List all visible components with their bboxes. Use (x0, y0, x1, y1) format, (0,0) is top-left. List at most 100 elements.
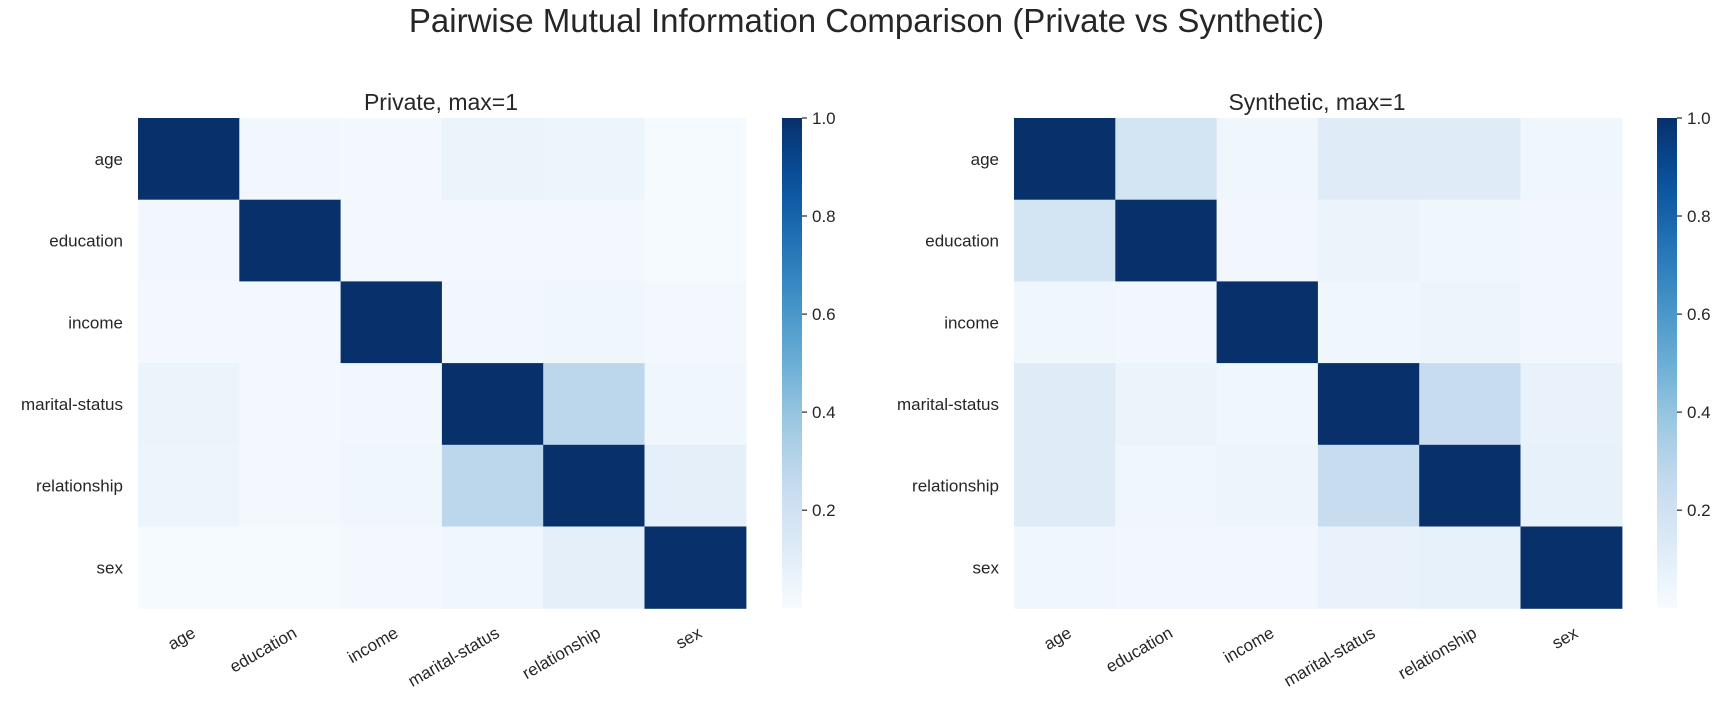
private-cell-income-age (138, 281, 240, 364)
private-cell-income-sex (644, 281, 747, 364)
synthetic-cell-sex-marital-status (1317, 526, 1420, 609)
private-cell-education-relationship (543, 199, 646, 282)
private-cell-education-sex (644, 199, 747, 282)
private-col-label-age: age (165, 623, 199, 654)
synthetic-cell-income-sex (1520, 281, 1623, 364)
private-colorbar: 0.2 0.4 0.6 0.8 1.0 (782, 109, 836, 609)
private-col-labels: age education income marital-status relation… (165, 623, 706, 691)
synthetic-row-label-sex: sex (973, 558, 1000, 577)
synthetic-cell-education-marital-status (1317, 199, 1420, 282)
synthetic-col-label-marital-status: marital-status (1281, 623, 1379, 690)
synthetic-cell-relationship-income (1216, 444, 1319, 528)
private-heatmap-cells (138, 118, 747, 609)
private-col-label-relationship: relationship (519, 623, 604, 683)
private-row-label-sex: sex (97, 558, 124, 577)
private-cell-marital-status-age (138, 363, 240, 446)
synthetic-cell-relationship-education (1115, 444, 1218, 528)
private-cell-relationship-income (340, 444, 443, 528)
private-row-label-education: education (49, 232, 123, 251)
private-heatmap-panel: Private, max=1 ageeducationincomemarital… (21, 89, 836, 691)
private-col-label-income: income (344, 623, 401, 667)
synthetic-cell-marital-status-relationship (1419, 363, 1522, 446)
private-cell-income-education (239, 281, 342, 364)
synthetic-cell-income-marital-status (1317, 281, 1420, 364)
synthetic-cell-relationship-sex (1520, 444, 1623, 528)
synthetic-cell-sex-sex (1520, 526, 1623, 609)
synthetic-cell-education-age (1014, 199, 1116, 282)
synthetic-cell-income-age (1014, 281, 1116, 364)
private-cell-education-marital-status (441, 199, 544, 282)
private-row-label-age: age (95, 150, 123, 169)
private-cell-income-income (340, 281, 443, 364)
private-cell-sex-age (138, 526, 240, 609)
private-cell-age-income (340, 118, 443, 201)
private-cell-education-income (340, 199, 443, 282)
private-colorbar-tick-label: 0.2 (812, 501, 836, 520)
synthetic-cell-age-relationship (1419, 118, 1522, 201)
private-colorbar-tick-label: 0.6 (812, 305, 836, 324)
private-cell-relationship-relationship (543, 444, 646, 528)
synthetic-cell-sex-income (1216, 526, 1319, 609)
synthetic-cell-education-relationship (1419, 199, 1522, 282)
private-cell-relationship-age (138, 444, 240, 528)
private-cell-income-marital-status (441, 281, 544, 364)
private-cell-sex-relationship (543, 526, 646, 609)
synthetic-row-label-age: age (971, 150, 999, 169)
synthetic-cell-education-education (1115, 199, 1218, 282)
synthetic-cell-marital-status-age (1014, 363, 1116, 446)
synthetic-cell-relationship-age (1014, 444, 1116, 528)
synthetic-colorbar-tick-label: 1.0 (1687, 109, 1711, 128)
private-row-label-marital-status: marital-status (21, 395, 123, 414)
private-cell-relationship-marital-status (441, 444, 544, 528)
synthetic-cell-marital-status-sex (1520, 363, 1623, 446)
synthetic-cell-marital-status-marital-status (1317, 363, 1420, 446)
private-cell-marital-status-sex (644, 363, 747, 446)
synthetic-cell-age-marital-status (1317, 118, 1420, 201)
synthetic-row-labels: age education income marital-status relation… (897, 150, 1000, 578)
private-cell-education-age (138, 199, 240, 282)
private-row-labels: age education income marital-status relation… (21, 150, 124, 578)
private-cell-sex-education (239, 526, 342, 609)
synthetic-heatmap-cells (1014, 118, 1623, 609)
private-cell-marital-status-income (340, 363, 443, 446)
synthetic-row-label-income: income (944, 313, 999, 332)
private-cell-age-marital-status (441, 118, 544, 201)
synthetic-col-label-relationship: relationship (1395, 623, 1480, 683)
synthetic-col-labels: age education income marital-status relation… (1041, 623, 1582, 691)
synthetic-colorbar-tick-label: 0.4 (1687, 403, 1711, 422)
private-cell-income-relationship (543, 281, 646, 364)
synthetic-cell-marital-status-education (1115, 363, 1218, 446)
private-col-label-sex: sex (673, 623, 706, 653)
synthetic-colorbar-tick-label: 0.6 (1687, 305, 1711, 324)
private-cell-education-education (239, 199, 342, 282)
synthetic-colorbar: 0.2 0.4 0.6 0.8 1.0 (1657, 109, 1711, 609)
synthetic-cell-age-education (1115, 118, 1218, 201)
synthetic-cell-sex-relationship (1419, 526, 1522, 609)
private-cell-marital-status-relationship (543, 363, 646, 446)
synthetic-cell-income-relationship (1419, 281, 1522, 364)
synthetic-heatmap-panel: Synthetic, max=1 age education income marit… (897, 89, 1711, 691)
synthetic-row-label-relationship: relationship (912, 477, 999, 496)
private-colorbar-tick-label: 0.8 (812, 207, 836, 226)
private-col-label-marital-status: marital-status (405, 623, 503, 690)
synthetic-col-label-education: education (1103, 623, 1176, 676)
synthetic-cell-sex-education (1115, 526, 1218, 609)
figure-title: Pairwise Mutual Information Comparison (… (408, 2, 1325, 39)
private-cell-age-relationship (543, 118, 646, 201)
synthetic-heatmap-title: Synthetic, max=1 (1228, 89, 1405, 115)
synthetic-colorbar-tick-label: 0.2 (1687, 501, 1711, 520)
private-cell-marital-status-marital-status (441, 363, 544, 446)
private-col-label-education: education (227, 623, 300, 676)
synthetic-cell-education-sex (1520, 199, 1623, 282)
synthetic-col-label-sex: sex (1549, 623, 1582, 653)
private-heatmap-title: Private, max=1 (364, 89, 518, 115)
private-row-label-relationship: relationship (36, 477, 123, 496)
synthetic-cell-education-income (1216, 199, 1319, 282)
private-row-label-income: income (68, 313, 123, 332)
synthetic-col-label-age: age (1041, 623, 1075, 654)
synthetic-row-label-education: education (925, 232, 999, 251)
synthetic-cell-marital-status-income (1216, 363, 1319, 446)
private-colorbar-tick-label: 1.0 (812, 109, 836, 128)
private-colorbar-tick-label: 0.4 (812, 403, 836, 422)
